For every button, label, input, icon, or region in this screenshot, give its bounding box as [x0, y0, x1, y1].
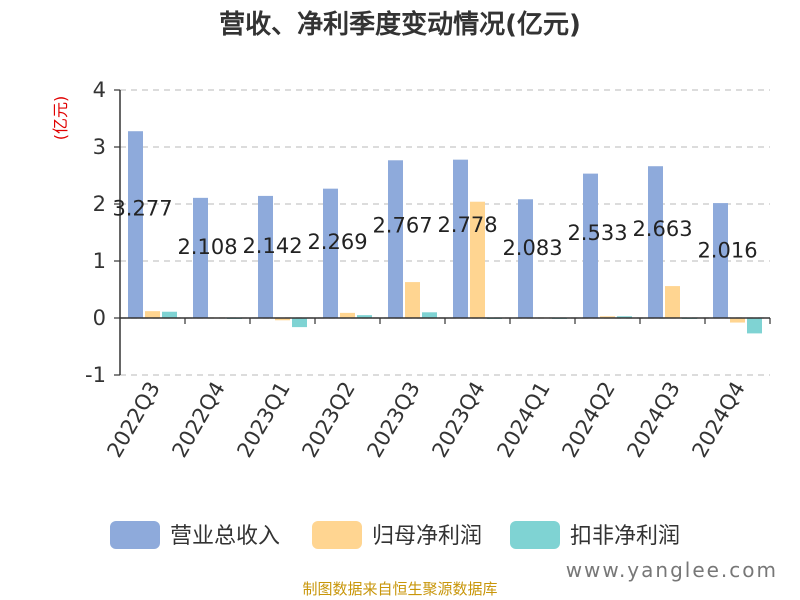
- legend-label: 扣非净利润: [570, 524, 680, 549]
- y-axis-label: (亿元): [51, 96, 70, 141]
- data-label: 2.663: [632, 217, 692, 241]
- x-tick-label: 2022Q3: [102, 378, 164, 462]
- data-label: 2.767: [372, 213, 432, 237]
- x-tick-label: 2023Q2: [297, 378, 359, 462]
- bar-0-2024Q3: [648, 166, 663, 318]
- data-label: 2.269: [307, 230, 367, 254]
- x-tick-label: 2023Q4: [427, 378, 489, 462]
- bar-1-2022Q3: [145, 311, 160, 318]
- bar-0-2023Q3: [388, 160, 403, 318]
- bar-1-2023Q2: [340, 312, 355, 318]
- bar-1-2024Q3: [665, 286, 680, 318]
- bar-0-2022Q4: [193, 197, 208, 318]
- bar-0-2023Q1: [258, 195, 273, 318]
- legend-label: 营业总收入: [170, 524, 280, 549]
- bar-2-2024Q4: [747, 318, 762, 334]
- legend-swatch: [312, 521, 362, 549]
- x-tick-label: 2024Q4: [687, 378, 749, 462]
- bar-1-2024Q2: [600, 316, 615, 318]
- y-tick-label: 3: [93, 135, 106, 159]
- bar-2-2023Q3: [422, 312, 437, 318]
- x-tick-label: 2023Q3: [362, 378, 424, 462]
- x-tick-label: 2023Q1: [232, 378, 294, 462]
- source-note: 制图数据来自恒生聚源数据库: [302, 580, 497, 598]
- y-tick-label: 0: [93, 306, 106, 330]
- x-tick-label: 2024Q3: [622, 378, 684, 462]
- data-label: 2.142: [242, 234, 302, 258]
- bar-0-2022Q3: [128, 131, 143, 318]
- x-tick-label: 2022Q4: [167, 378, 229, 462]
- legend-swatch: [110, 521, 160, 549]
- bar-1-2023Q4: [470, 201, 485, 318]
- watermark: www.yanglee.com: [566, 558, 778, 582]
- y-tick-label: 1: [93, 249, 106, 273]
- bar-1-2024Q4: [730, 318, 745, 323]
- bar-1-2023Q3: [405, 282, 420, 318]
- x-tick-label: 2024Q2: [557, 378, 619, 462]
- legend-swatch: [510, 521, 560, 549]
- legend-label: 归母净利润: [372, 524, 482, 549]
- bar-0-2024Q4: [713, 203, 728, 318]
- bar-0-2023Q2: [323, 188, 338, 318]
- bar-1-2023Q1: [275, 318, 290, 321]
- data-label: 2.108: [177, 235, 237, 259]
- bar-0-2024Q2: [583, 173, 598, 318]
- data-label: 2.778: [437, 213, 497, 237]
- bar-2-2022Q3: [162, 311, 177, 318]
- bar-2-2023Q1: [292, 318, 307, 328]
- chart-title: 营收、净利季度变动情况(亿元): [219, 9, 581, 40]
- bar-0-2024Q1: [518, 199, 533, 318]
- data-label: 2.533: [567, 221, 627, 245]
- data-label: 3.277: [112, 197, 172, 221]
- bar-0-2023Q4: [453, 159, 468, 318]
- x-tick-label: 2024Q1: [492, 378, 554, 462]
- bar-2-2024Q2: [617, 316, 632, 318]
- data-label: 2.083: [502, 236, 562, 260]
- bar-2-2023Q2: [357, 315, 372, 318]
- y-tick-label: 4: [93, 78, 106, 102]
- y-tick-label: 2: [93, 192, 106, 216]
- legend: 营业总收入 归母净利润 扣非净利润: [110, 521, 680, 549]
- data-label: 2.016: [697, 238, 757, 262]
- y-tick-label: -1: [85, 363, 106, 387]
